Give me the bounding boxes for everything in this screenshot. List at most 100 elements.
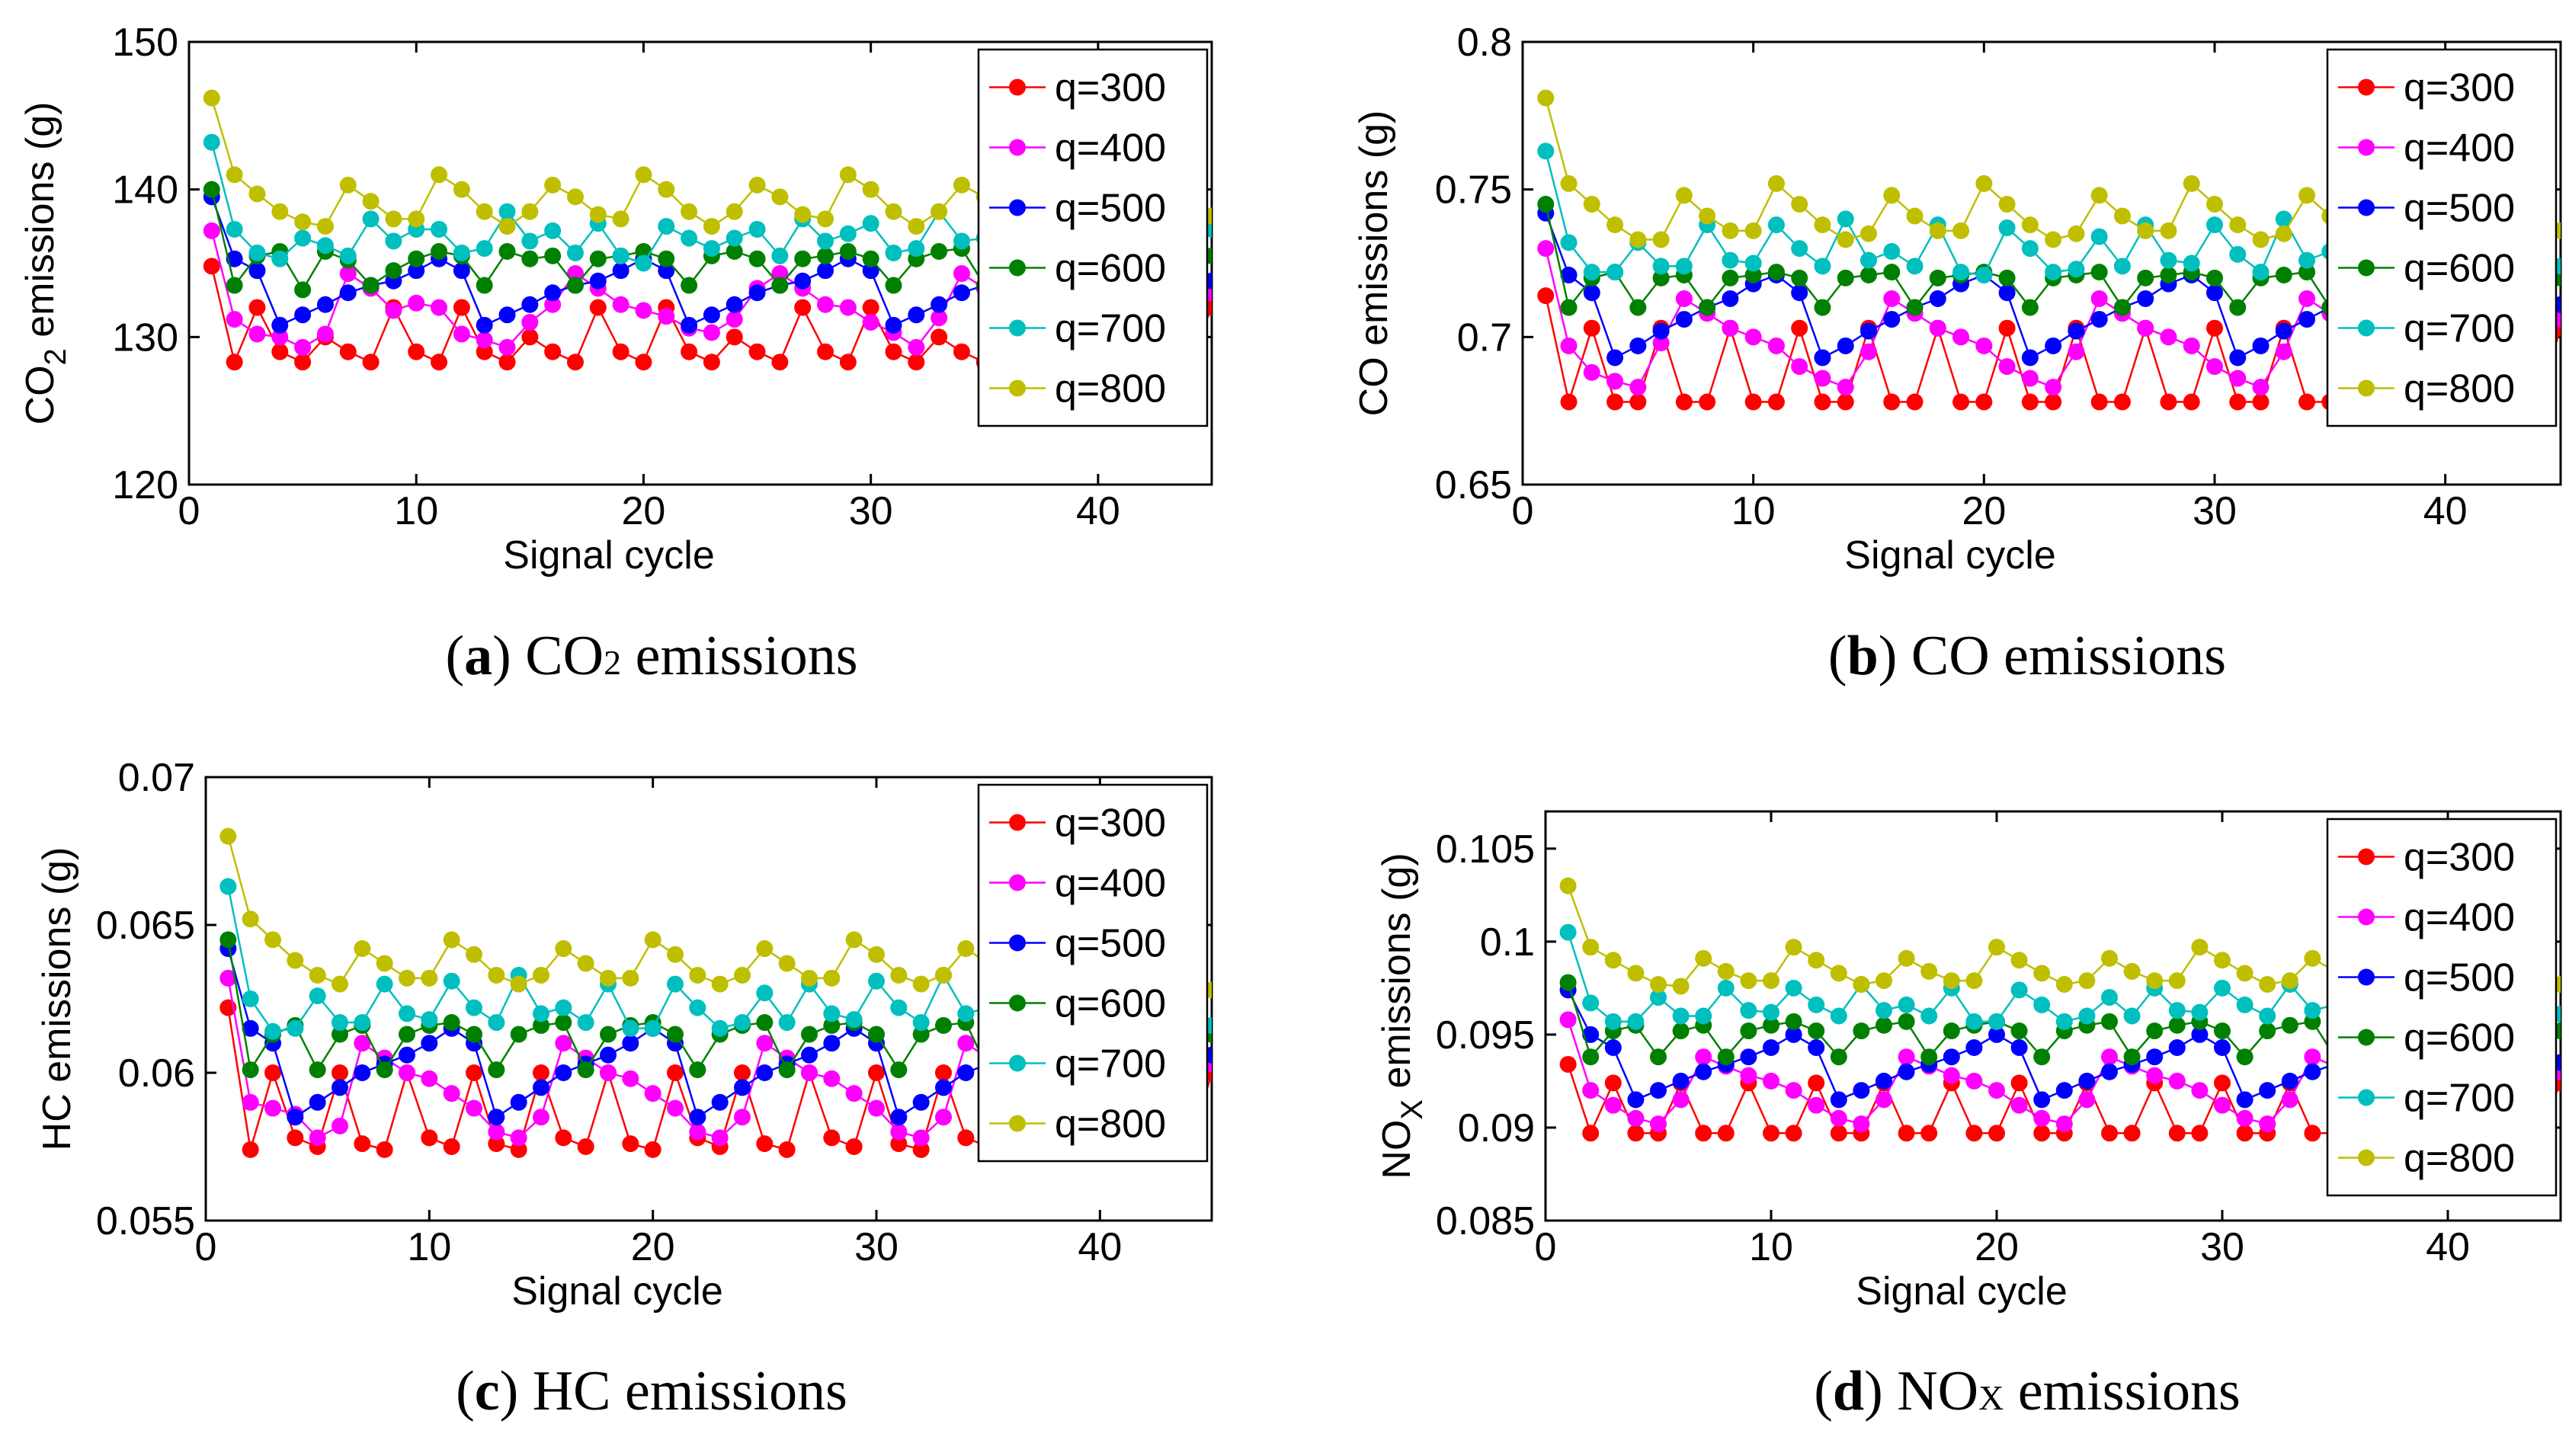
data-point: [431, 166, 448, 184]
data-point: [226, 311, 243, 328]
legend-entry-label: q=400: [2404, 896, 2515, 940]
data-point: [2214, 1022, 2231, 1040]
data-point: [1699, 207, 1716, 225]
data-point: [2168, 1072, 2186, 1090]
data-point: [658, 218, 675, 235]
data-point: [399, 1005, 415, 1022]
data-point: [1717, 962, 1735, 980]
data-point: [1740, 1067, 1757, 1084]
data-point: [287, 1129, 304, 1147]
y-axis-label: HC emissions (g): [35, 847, 79, 1151]
data-point: [1898, 1125, 1915, 1142]
data-point: [1853, 1022, 1870, 1040]
x-tick-label: 40: [1078, 1225, 1122, 1269]
y-tick-label: 120: [112, 463, 178, 507]
data-point: [2206, 319, 2223, 337]
legend: q=300 q=400 q=500 q=600 q=700 q=800: [977, 783, 1209, 1163]
data-point: [408, 210, 425, 228]
legend-entry-label: q=800: [1055, 1102, 1166, 1147]
y-tick-label: 0.8: [1457, 21, 1512, 65]
data-point: [794, 272, 812, 290]
legend-marker: [1009, 379, 1026, 397]
data-point: [476, 240, 493, 258]
data-point: [1875, 1072, 1892, 1090]
legend-marker: [2358, 1149, 2375, 1166]
data-point: [431, 220, 448, 238]
data-point: [589, 299, 607, 316]
data-point: [1740, 972, 1757, 990]
data-point: [577, 1061, 594, 1079]
data-point: [566, 354, 584, 371]
data-point: [2045, 379, 2062, 396]
data-point: [431, 243, 448, 261]
data-point: [912, 975, 930, 993]
data-point: [498, 338, 516, 356]
data-point: [689, 999, 706, 1016]
data-point: [203, 89, 220, 107]
x-axis-label: Signal cycle: [1844, 533, 2055, 578]
data-point: [635, 166, 652, 184]
data-point: [1998, 284, 2016, 302]
legend-entry-label: q=500: [2404, 956, 2515, 1000]
data-point: [2101, 1125, 2118, 1142]
data-point: [612, 262, 629, 280]
data-point: [600, 1046, 617, 1064]
data-point: [885, 244, 902, 261]
y-tick-label: 0.75: [1435, 168, 1512, 213]
data-point: [2113, 299, 2131, 316]
legend-entry-label: q=300: [1055, 802, 1166, 846]
data-point: [726, 328, 743, 346]
data-point: [1537, 287, 1555, 305]
data-point: [203, 133, 220, 151]
data-point: [2298, 187, 2316, 204]
data-point: [600, 969, 617, 987]
data-point: [521, 203, 539, 220]
data-point: [577, 1138, 594, 1155]
data-point: [2229, 393, 2247, 411]
data-point: [823, 1005, 841, 1022]
data-point: [2252, 393, 2269, 411]
data-point: [1582, 1026, 1600, 1043]
x-tick-label: 20: [622, 489, 666, 533]
data-point: [1767, 393, 1785, 411]
data-point: [1559, 877, 1577, 894]
data-point: [521, 313, 539, 331]
data-point: [794, 299, 812, 316]
data-point: [2304, 1125, 2321, 1142]
data-point: [1582, 1048, 1600, 1066]
data-point: [1830, 1048, 1847, 1066]
data-point: [544, 176, 562, 194]
data-point: [339, 284, 357, 302]
data-point: [1975, 337, 1993, 354]
data-point: [794, 206, 812, 223]
data-point: [2259, 1115, 2276, 1133]
data-point: [2033, 1125, 2051, 1142]
data-point: [756, 1014, 774, 1032]
data-point: [2214, 979, 2231, 997]
x-tick-label: 30: [854, 1225, 899, 1269]
data-point: [931, 328, 948, 346]
data-point: [2236, 1091, 2253, 1109]
data-point: [1763, 1125, 1779, 1142]
data-point: [294, 354, 312, 371]
data-point: [1898, 1013, 1915, 1030]
data-point: [1952, 393, 1970, 411]
data-point: [2146, 1067, 2164, 1084]
data-point: [2259, 1007, 2276, 1025]
x-tick-label: 10: [394, 489, 438, 533]
data-point: [443, 972, 460, 990]
data-point: [1920, 1007, 1938, 1025]
data-point: [756, 1135, 774, 1153]
data-point: [2045, 231, 2062, 248]
data-point: [226, 354, 243, 371]
data-point: [219, 878, 237, 895]
data-point: [533, 1079, 549, 1096]
data-point: [242, 1019, 259, 1037]
data-point: [2229, 299, 2247, 316]
data-point: [1650, 1048, 1667, 1066]
data-point: [476, 316, 493, 334]
data-point: [1672, 978, 1690, 995]
data-point: [2168, 972, 2186, 990]
data-point: [2045, 264, 2062, 281]
data-point: [1883, 393, 1901, 411]
